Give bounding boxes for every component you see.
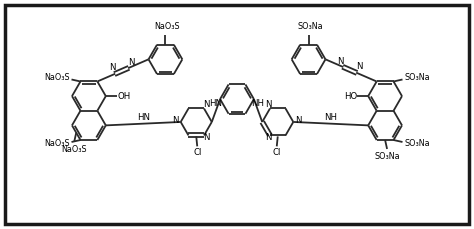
Text: NaO₃S: NaO₃S bbox=[155, 22, 180, 31]
Text: Cl: Cl bbox=[193, 148, 201, 157]
Text: N: N bbox=[265, 133, 271, 142]
Text: SO₃Na: SO₃Na bbox=[405, 139, 430, 148]
Text: NaO₃S: NaO₃S bbox=[44, 73, 69, 82]
Text: NaO₃S: NaO₃S bbox=[44, 139, 69, 148]
Text: NH: NH bbox=[252, 99, 264, 108]
Text: N: N bbox=[356, 62, 363, 71]
Text: OH: OH bbox=[117, 92, 130, 101]
Text: N: N bbox=[295, 117, 301, 125]
Text: N: N bbox=[337, 57, 344, 66]
Text: SO₃Na: SO₃Na bbox=[374, 153, 400, 161]
Text: SO₃Na: SO₃Na bbox=[405, 73, 430, 82]
Text: N: N bbox=[203, 100, 209, 109]
Text: N: N bbox=[128, 58, 134, 67]
Text: HN: HN bbox=[210, 99, 222, 108]
Text: N: N bbox=[265, 100, 271, 109]
Text: HN: HN bbox=[137, 113, 150, 122]
Text: N: N bbox=[173, 117, 179, 125]
Text: HO: HO bbox=[344, 92, 357, 101]
Text: NH: NH bbox=[324, 113, 337, 122]
Text: SO₃Na: SO₃Na bbox=[298, 22, 323, 31]
Text: Cl: Cl bbox=[273, 148, 281, 157]
Text: NaO₃S: NaO₃S bbox=[62, 145, 87, 154]
Text: N: N bbox=[109, 63, 116, 72]
Text: N: N bbox=[203, 133, 209, 142]
